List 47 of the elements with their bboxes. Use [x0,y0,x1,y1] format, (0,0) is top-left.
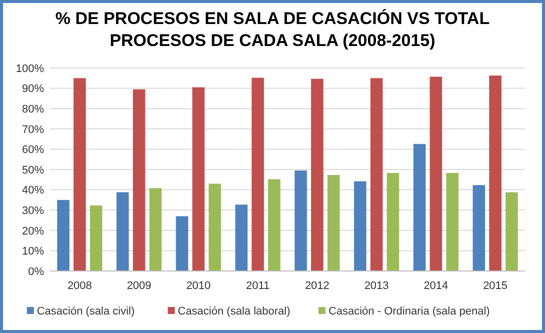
bar [327,174,340,271]
legend-label: Casación (sala civil) [36,305,135,318]
legend-label: Casación (sala laboral) [178,305,290,318]
bar [208,184,221,271]
x-tick-label: 2013 [364,280,389,292]
x-tick-label: 2008 [67,280,92,292]
y-tick-label: 90% [22,83,44,96]
chart-title: % DE PROCESOS EN SALA DE CASACIÓN VS TOTAL PROCESOS DE CADA SALA (2008-2015) [55,8,490,50]
bar [472,185,486,271]
bar [386,172,400,271]
x-tick-label: 2009 [126,280,152,292]
x-tick-label: 2015 [483,280,508,292]
x-tick-label: 2010 [186,280,211,292]
bar [294,170,307,271]
y-tick-label: 50% [22,164,44,176]
bar [132,89,146,271]
bar [90,205,102,271]
bar [311,78,324,271]
y-tick-label: 100% [16,62,44,75]
bar [430,76,442,271]
bar [149,188,162,271]
y-tick-label: 60% [22,144,44,156]
bar [176,216,188,271]
bar [354,181,366,271]
y-tick-label: 80% [22,103,44,116]
y-tick-label: 30% [22,204,44,217]
bar [413,144,426,271]
bar [235,204,248,271]
x-tick-label: 2011 [246,280,270,292]
bar [268,179,280,271]
bar [74,78,86,271]
x-tick-label: 2012 [304,280,330,292]
bar [192,87,205,271]
bar [446,172,458,271]
y-tick-label: 20% [22,225,44,238]
legend-label: Casación - Ordinaria (sala penal) [328,305,490,318]
bar [489,76,502,271]
bar [370,78,383,271]
y-tick-label: 40% [22,184,44,197]
y-tick-label: 0% [28,266,44,278]
bar [116,192,129,271]
y-tick-label: 70% [22,124,44,136]
bar [506,192,518,271]
bar [252,78,264,271]
x-tick-label: 2014 [424,280,448,292]
bar [57,200,70,271]
y-tick-label: 10% [22,246,44,258]
